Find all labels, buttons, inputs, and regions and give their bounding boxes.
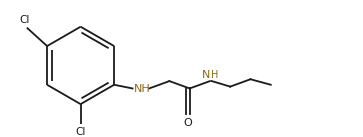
Text: O: O	[183, 118, 192, 128]
Text: NH: NH	[134, 84, 150, 94]
Text: H: H	[211, 70, 218, 80]
Text: N: N	[201, 70, 210, 80]
Text: Cl: Cl	[20, 15, 30, 25]
Text: Cl: Cl	[76, 127, 86, 137]
